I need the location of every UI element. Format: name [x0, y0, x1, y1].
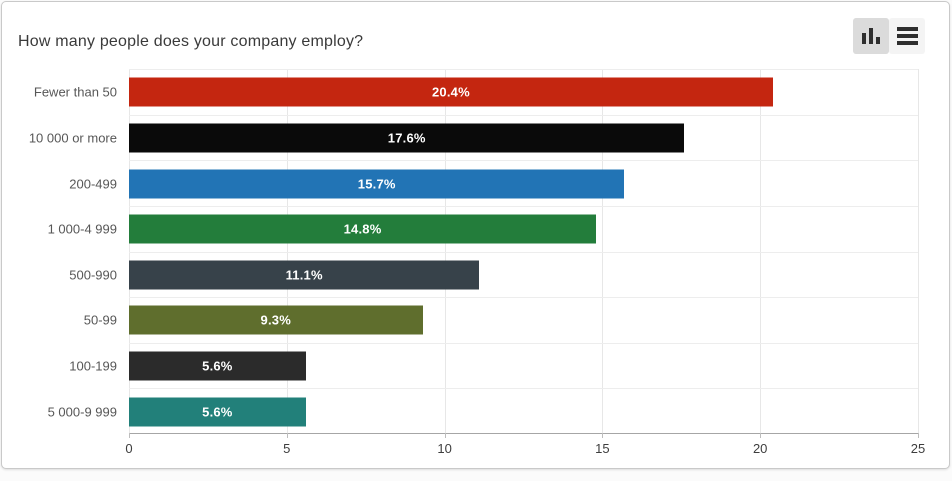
gridline-0 [129, 69, 130, 433]
gridline-5 [286, 69, 288, 433]
bar: 5.6% [129, 397, 306, 427]
chart-header: How many people does your company employ… [2, 2, 949, 58]
category-label: 5 000-9 999 [47, 404, 117, 420]
x-tick-label: 20 [752, 441, 768, 456]
gridline-25 [918, 69, 919, 433]
x-tick-mark [129, 433, 130, 438]
x-tick-label: 15 [595, 441, 610, 456]
category-label: 10 000 or more [28, 130, 117, 146]
gridline-15 [602, 69, 604, 433]
bar-chart-view-button[interactable] [853, 18, 889, 54]
x-tick-mark [444, 433, 446, 438]
category-label: 1 000-4 999 [47, 221, 117, 237]
value-label: 9.3% [260, 312, 291, 328]
bar: 11.1% [129, 260, 480, 290]
value-label: 5.6% [202, 358, 233, 374]
hamburger-icon [896, 27, 918, 45]
plot-area: Fewer than 50 20.4% 10 000 or more 17.6% 200… [29, 69, 925, 456]
x-tick-mark [286, 433, 288, 438]
value-label: 20.4% [431, 84, 470, 100]
value-label: 5.6% [202, 404, 233, 420]
chart-card: How many people does your company employ… [1, 1, 950, 469]
chart-title: How many people does your company employ… [18, 33, 364, 50]
value-label: 11.1% [285, 267, 323, 283]
value-label: 14.8% [343, 221, 382, 237]
bar-chart-icon [862, 28, 880, 44]
bar-row: 100-199 5.6% [69, 342, 918, 389]
category-label: 200-499 [69, 176, 117, 192]
gridline-10 [444, 69, 446, 433]
bar: 5.6% [129, 351, 306, 381]
x-tick-label: 0 [125, 441, 133, 456]
x-tick-label: 25 [910, 441, 926, 456]
value-label: 17.6% [387, 130, 426, 146]
category-label: Fewer than 50 [33, 84, 117, 100]
x-tick-label: 5 [283, 441, 291, 456]
x-tick-mark [602, 433, 604, 438]
bar-row: Fewer than 50 20.4% [34, 69, 918, 115]
bar: 9.3% [129, 305, 423, 335]
bar-row: 500-990 11.1% [69, 251, 918, 298]
bar: 15.7% [129, 169, 625, 199]
bar-row: 1 000-4 999 14.8% [48, 205, 918, 252]
value-label: 15.7% [357, 176, 396, 192]
x-tick-mark [760, 433, 762, 438]
chart-toolbar [853, 18, 925, 54]
x-tick-mark [918, 433, 919, 438]
gridline-20 [760, 69, 762, 433]
chart-region: Fewer than 50 20.4% 10 000 or more 17.6% 200… [2, 69, 949, 456]
category-label: 500-990 [69, 267, 117, 283]
category-label: 100-199 [69, 358, 117, 374]
bar-row: 5 000-9 999 5.6% [48, 388, 918, 434]
bar-row: 10 000 or more 17.6% [29, 114, 918, 161]
category-label: 50-99 [83, 312, 117, 328]
bar-row: 50-99 9.3% [84, 297, 918, 343]
bar-row: 200-499 15.7% [69, 160, 918, 206]
bar: 14.8% [129, 214, 597, 244]
bar: 20.4% [129, 77, 773, 107]
list-view-button[interactable] [889, 18, 925, 54]
bar: 17.6% [129, 123, 685, 153]
x-tick-label: 10 [437, 441, 452, 456]
